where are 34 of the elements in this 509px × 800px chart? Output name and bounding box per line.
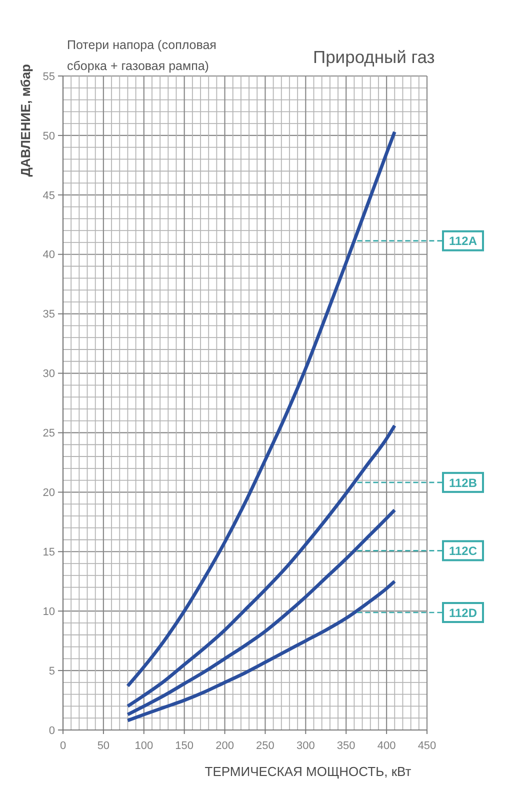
x-tick-label: 300 [296, 740, 315, 752]
text: 112C [448, 544, 478, 558]
y-tick-label: 25 [42, 428, 55, 440]
y-tick-label: 45 [42, 190, 55, 202]
line-series [126, 424, 396, 708]
y-tick-label: 15 [42, 546, 55, 558]
line-series [126, 580, 396, 722]
y-tick-label: 40 [42, 249, 55, 262]
x-tick-label: 350 [336, 740, 356, 752]
x-tick-label: 250 [256, 740, 274, 752]
y-tick-label: 0 [48, 724, 55, 737]
y-tick-label: 55 [42, 70, 55, 83]
x-tick-label: 50 [97, 740, 110, 752]
x-tick-label: 100 [134, 740, 154, 752]
y-tick-label: 30 [42, 368, 55, 380]
y-tick-label: 20 [42, 487, 55, 500]
y-tick-label: 50 [42, 130, 55, 142]
text: 112A [448, 234, 478, 248]
x-tick-label: 150 [175, 740, 194, 752]
x-tick-label: 400 [377, 740, 396, 752]
x-axis-title: ТЕРМИЧЕСКАЯ МОЩНОСТЬ, кВт [204, 764, 412, 779]
line-series [126, 508, 396, 716]
chart-subtitle: Потери напора (сопловая сборка + газовая рампа) [67, 37, 218, 75]
x-tick-label: 450 [418, 740, 436, 752]
text: 112B [448, 476, 478, 490]
y-tick-label: 35 [42, 308, 55, 321]
y-axis-title: ДАВЛЕНИЕ, мбар [18, 64, 33, 177]
x-tick-label: 0 [60, 740, 66, 752]
y-tick-label: 10 [42, 606, 55, 618]
y-tick-label: 5 [48, 665, 55, 678]
text: 112D [448, 606, 478, 620]
chart-title: Природный газ [313, 47, 435, 68]
x-tick-label: 200 [216, 740, 234, 752]
line-series [126, 130, 396, 688]
